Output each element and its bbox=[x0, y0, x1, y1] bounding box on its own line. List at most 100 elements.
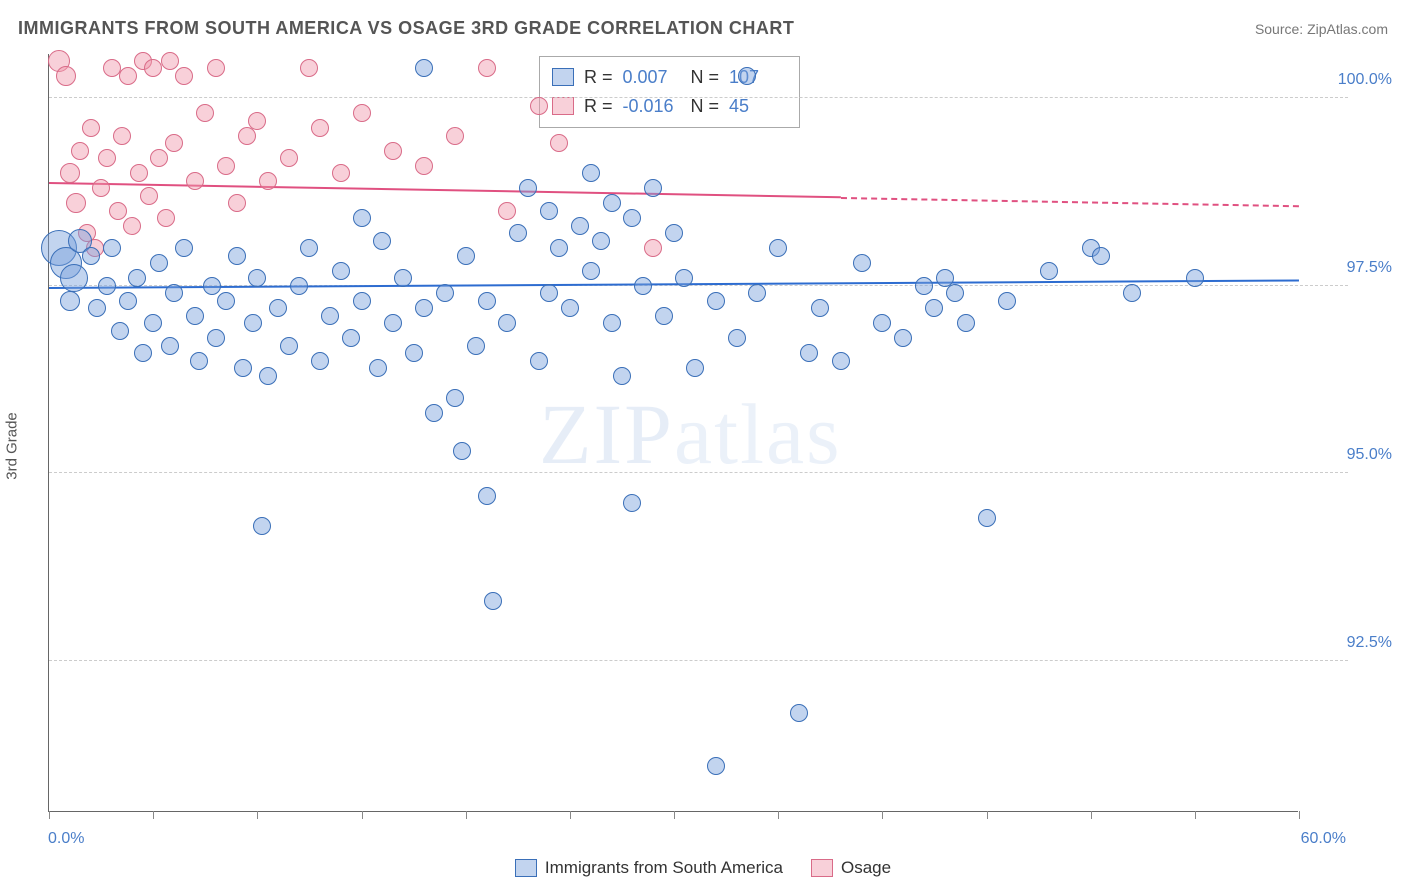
series-legend-blue: Immigrants from South America bbox=[515, 858, 783, 878]
scatter-point-blue bbox=[446, 389, 464, 407]
scatter-point-blue bbox=[675, 269, 693, 287]
series-legend-pink: Osage bbox=[811, 858, 891, 878]
scatter-point-pink bbox=[207, 59, 225, 77]
scatter-point-pink bbox=[311, 119, 329, 137]
scatter-point-blue bbox=[103, 239, 121, 257]
scatter-point-pink bbox=[109, 202, 127, 220]
xtick bbox=[1195, 811, 1196, 819]
scatter-point-pink bbox=[644, 239, 662, 257]
scatter-point-blue bbox=[436, 284, 454, 302]
scatter-point-blue bbox=[175, 239, 193, 257]
scatter-point-blue bbox=[253, 517, 271, 535]
scatter-point-blue bbox=[234, 359, 252, 377]
scatter-point-pink bbox=[446, 127, 464, 145]
scatter-point-blue bbox=[550, 239, 568, 257]
scatter-point-pink bbox=[113, 127, 131, 145]
scatter-point-blue bbox=[603, 314, 621, 332]
ytick-label: 95.0% bbox=[1347, 446, 1392, 464]
scatter-point-blue bbox=[353, 292, 371, 310]
scatter-point-pink bbox=[530, 97, 548, 115]
scatter-point-blue bbox=[321, 307, 339, 325]
scatter-point-blue bbox=[332, 262, 350, 280]
xtick bbox=[362, 811, 363, 819]
scatter-point-blue bbox=[530, 352, 548, 370]
scatter-point-blue bbox=[425, 404, 443, 422]
scatter-point-blue bbox=[613, 367, 631, 385]
scatter-point-blue bbox=[98, 277, 116, 295]
correlation-legend: R = 0.007 N = 107 R = -0.016 N = 45 bbox=[539, 56, 800, 128]
scatter-point-pink bbox=[186, 172, 204, 190]
x-min-label: 0.0% bbox=[48, 830, 84, 848]
gridline-h bbox=[49, 97, 1348, 98]
legend-swatch-pink-2 bbox=[811, 859, 833, 877]
scatter-point-blue bbox=[998, 292, 1016, 310]
scatter-point-blue bbox=[484, 592, 502, 610]
scatter-point-pink bbox=[353, 104, 371, 122]
scatter-point-blue bbox=[269, 299, 287, 317]
scatter-point-blue bbox=[60, 291, 80, 311]
scatter-point-blue bbox=[634, 277, 652, 295]
scatter-point-blue bbox=[540, 284, 558, 302]
series-name-pink: Osage bbox=[841, 858, 891, 878]
scatter-point-blue bbox=[248, 269, 266, 287]
scatter-point-pink bbox=[165, 134, 183, 152]
scatter-point-blue bbox=[353, 209, 371, 227]
scatter-point-pink bbox=[415, 157, 433, 175]
scatter-point-blue bbox=[623, 494, 641, 512]
scatter-point-pink bbox=[238, 127, 256, 145]
scatter-point-blue bbox=[540, 202, 558, 220]
scatter-point-blue bbox=[207, 329, 225, 347]
scatter-point-pink bbox=[280, 149, 298, 167]
scatter-point-blue bbox=[707, 757, 725, 775]
scatter-point-blue bbox=[190, 352, 208, 370]
scatter-point-blue bbox=[394, 269, 412, 287]
scatter-point-pink bbox=[175, 67, 193, 85]
scatter-point-blue bbox=[707, 292, 725, 310]
scatter-point-pink bbox=[228, 194, 246, 212]
scatter-point-blue bbox=[203, 277, 221, 295]
scatter-point-pink bbox=[217, 157, 235, 175]
xtick bbox=[49, 811, 50, 819]
scatter-point-pink bbox=[150, 149, 168, 167]
scatter-point-blue bbox=[311, 352, 329, 370]
scatter-point-blue bbox=[946, 284, 964, 302]
scatter-point-pink bbox=[478, 59, 496, 77]
scatter-point-blue bbox=[1040, 262, 1058, 280]
trend-line-dash bbox=[841, 197, 1299, 207]
scatter-point-blue bbox=[128, 269, 146, 287]
scatter-point-blue bbox=[244, 314, 262, 332]
scatter-point-pink bbox=[161, 52, 179, 70]
xtick bbox=[1091, 811, 1092, 819]
scatter-point-blue bbox=[519, 179, 537, 197]
scatter-point-blue bbox=[582, 164, 600, 182]
xtick bbox=[570, 811, 571, 819]
scatter-point-blue bbox=[300, 239, 318, 257]
legend-R-blue: 0.007 bbox=[623, 63, 681, 92]
scatter-point-blue bbox=[478, 292, 496, 310]
legend-N-label: N = bbox=[691, 63, 720, 92]
scatter-point-blue bbox=[498, 314, 516, 332]
scatter-point-blue bbox=[582, 262, 600, 280]
scatter-point-pink bbox=[98, 149, 116, 167]
scatter-point-blue bbox=[1123, 284, 1141, 302]
chart-source: Source: ZipAtlas.com bbox=[1255, 21, 1388, 37]
scatter-point-blue bbox=[134, 344, 152, 362]
scatter-point-blue bbox=[259, 367, 277, 385]
scatter-point-blue bbox=[165, 284, 183, 302]
xtick bbox=[466, 811, 467, 819]
scatter-point-pink bbox=[60, 163, 80, 183]
scatter-point-blue bbox=[1186, 269, 1204, 287]
scatter-point-blue bbox=[161, 337, 179, 355]
legend-swatch-blue-2 bbox=[515, 859, 537, 877]
scatter-point-blue bbox=[769, 239, 787, 257]
scatter-point-blue bbox=[915, 277, 933, 295]
scatter-point-pink bbox=[66, 193, 86, 213]
scatter-point-pink bbox=[300, 59, 318, 77]
scatter-point-pink bbox=[550, 134, 568, 152]
chart-title: IMMIGRANTS FROM SOUTH AMERICA VS OSAGE 3… bbox=[18, 18, 794, 39]
legend-swatch-pink bbox=[552, 97, 574, 115]
scatter-point-blue bbox=[738, 67, 756, 85]
scatter-point-blue bbox=[373, 232, 391, 250]
scatter-point-blue bbox=[728, 329, 746, 347]
scatter-point-blue bbox=[280, 337, 298, 355]
